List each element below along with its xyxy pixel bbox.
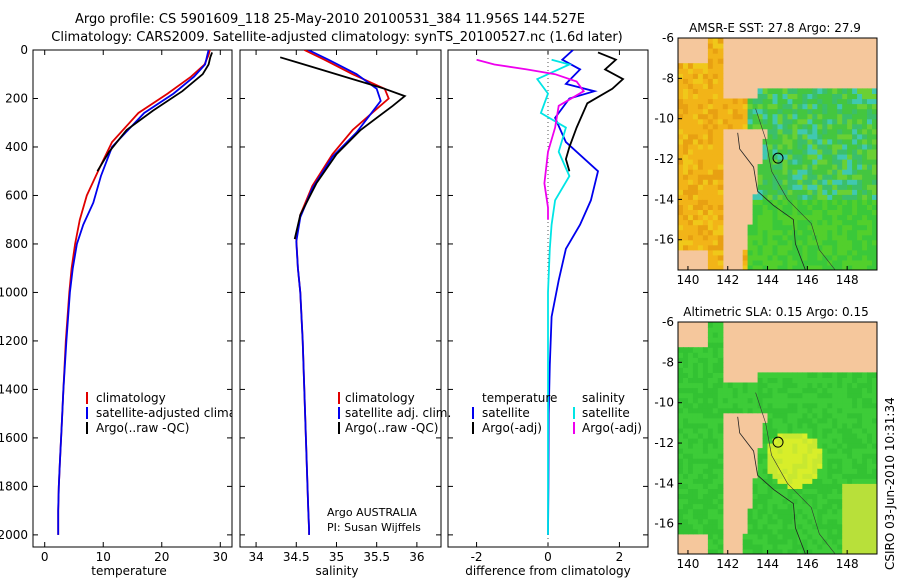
lon-tick-label: 144	[756, 273, 779, 287]
coastline	[737, 416, 806, 554]
shelf-contour	[755, 108, 836, 270]
legend-sal-satellite: satellite	[582, 406, 630, 420]
lat-tick-label: -6	[662, 315, 674, 329]
sla-map-title: Altimetric SLA: 0.15 Argo: 0.15	[683, 305, 868, 319]
sea-field	[678, 38, 877, 270]
legend-argo: Argo(..raw -QC)	[345, 421, 438, 435]
temperature-panel: 0 10 20 30 0 200 400 600 800 1000 1200 1400 1600 1800…	[0, 43, 233, 564]
lon-tick-label: 148	[836, 273, 859, 287]
lon-tick-label: 140	[676, 273, 699, 287]
figure-title: Argo profile: CS 5901609_118 25-May-2010…	[75, 12, 585, 27]
plot-frame	[32, 49, 233, 548]
sla-map: 140 142 144 146 148 -6 -8 -10 -12 -14 -16	[654, 315, 878, 571]
lat-tick-label: -8	[662, 71, 674, 85]
series-line-argo-raw-qc-	[279, 56, 407, 240]
x-tick-label: 35	[329, 550, 344, 564]
sea-field	[678, 322, 877, 554]
y-tick-label: 1200	[0, 334, 28, 348]
map-frame	[677, 321, 878, 555]
lat-tick-label: -16	[654, 517, 674, 531]
lon-tick-label: 144	[756, 557, 779, 571]
temperature-xlabel: temperature	[91, 564, 166, 578]
salinity-xlabel: salinity	[315, 564, 358, 578]
salinity-legend: climatology satellite adj. clim. Argo(..…	[327, 391, 451, 534]
temperature-legend: climatology satellite-adjusted climatolo…	[86, 391, 274, 435]
lon-tick-label: 146	[796, 273, 819, 287]
sst-map: 140 142 144 146 148 -6 -8 -10 -12 -14 -16	[654, 31, 878, 287]
x-tick-label: 0	[544, 550, 552, 564]
legend-satellite: satellite adj. clim.	[345, 406, 451, 420]
legend-salinity-title: salinity	[582, 391, 625, 405]
float-location-marker	[772, 152, 784, 164]
series-line-satellite-adjusted-climatology	[57, 50, 210, 535]
shelf-contour	[755, 392, 836, 554]
lat-tick-label: -8	[662, 355, 674, 369]
lat-tick-label: -10	[654, 396, 674, 410]
map-frame	[677, 37, 878, 271]
lat-tick-label: -14	[654, 192, 674, 206]
legend-argo: Argo(..raw -QC)	[96, 421, 189, 435]
y-tick-label: 1800	[0, 479, 28, 493]
lon-tick-label: 140	[676, 557, 699, 571]
lat-tick-label: -6	[662, 31, 674, 45]
x-tick-label: 35.5	[363, 550, 390, 564]
series-line-salinity-argo-adj-	[476, 58, 586, 220]
y-tick-label: 1000	[0, 285, 28, 299]
float-location-marker	[772, 436, 784, 448]
difference-panel: -2 0 2	[447, 49, 649, 564]
lat-tick-label: -16	[654, 233, 674, 247]
x-tick-label: 36	[409, 550, 424, 564]
x-tick-label: 20	[154, 550, 169, 564]
lat-tick-label: -10	[654, 112, 674, 126]
legend-sal-argo: Argo(-adj)	[582, 421, 642, 435]
y-tick-label: 1600	[0, 431, 28, 445]
plot-frame	[239, 49, 442, 548]
salinity-panel: 34 34.5 35 35.5 36	[239, 49, 442, 564]
y-tick-label: 0	[20, 43, 28, 57]
y-tick-label: 2000	[0, 528, 28, 542]
y-tick-label: 1400	[0, 382, 28, 396]
lon-tick-label: 142	[716, 557, 739, 571]
float-pi-label: PI: Susan Wijffels	[327, 521, 421, 534]
x-tick-label: -2	[471, 550, 483, 564]
lon-tick-label: 148	[836, 557, 859, 571]
legend-climatology: climatology	[345, 391, 415, 405]
sst-map-title: AMSR-E SST: 27.8 Argo: 27.9	[689, 21, 861, 35]
legend-satellite: satellite-adjusted climatology	[96, 406, 274, 420]
x-tick-label: 0	[41, 550, 49, 564]
lon-tick-label: 142	[716, 273, 739, 287]
legend-climatology: climatology	[96, 391, 166, 405]
lat-tick-label: -14	[654, 476, 674, 490]
lon-tick-label: 146	[796, 557, 819, 571]
x-tick-label: 34	[248, 550, 263, 564]
lat-tick-label: -12	[654, 152, 674, 166]
legend-temp-satellite: satellite	[482, 406, 530, 420]
series-line-temperature-argo-adj-	[564, 51, 625, 172]
difference-xlabel: difference from climatology	[465, 564, 631, 578]
legend-temp-argo: Argo(-adj)	[482, 421, 542, 435]
x-tick-label: 30	[213, 550, 228, 564]
x-tick-label: 34.5	[283, 550, 310, 564]
series-line-satellite-adj-clim-	[295, 50, 382, 535]
y-tick-label: 600	[5, 188, 28, 202]
series-line-argo-raw-qc-	[96, 52, 213, 172]
creation-stamp: CSIRO 03-Jun-2010 10:31:34	[883, 397, 897, 570]
y-tick-label: 400	[5, 140, 28, 154]
coastline	[737, 132, 806, 270]
series-line-salinity-satellite	[535, 58, 573, 535]
difference-legend: temperature satellite Argo(-adj) salinit…	[472, 391, 642, 435]
x-tick-label: 2	[616, 550, 624, 564]
float-program-label: Argo AUSTRALIA	[327, 506, 417, 519]
legend-temperature-title: temperature	[482, 391, 557, 405]
lat-tick-label: -12	[654, 436, 674, 450]
y-tick-label: 800	[5, 237, 28, 251]
x-tick-label: 10	[96, 550, 111, 564]
figure-subtitle: Climatology: CARS2009. Satellite-adjuste…	[51, 30, 623, 45]
y-tick-label: 200	[5, 91, 28, 105]
series-line-temperature-satellite	[547, 50, 600, 535]
